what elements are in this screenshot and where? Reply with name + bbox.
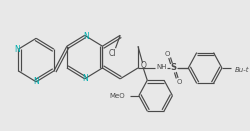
Text: N: N [33,77,39,86]
Text: NH: NH [156,64,166,70]
Text: O: O [165,51,170,57]
Text: MeO: MeO [109,93,125,99]
Text: O: O [140,61,146,70]
Text: N: N [84,32,89,41]
Text: N: N [83,74,88,83]
Text: N: N [14,45,20,54]
Text: Cl: Cl [109,49,116,58]
Text: Bu-t: Bu-t [235,67,250,73]
Text: S: S [170,64,176,72]
Text: O: O [176,79,182,85]
